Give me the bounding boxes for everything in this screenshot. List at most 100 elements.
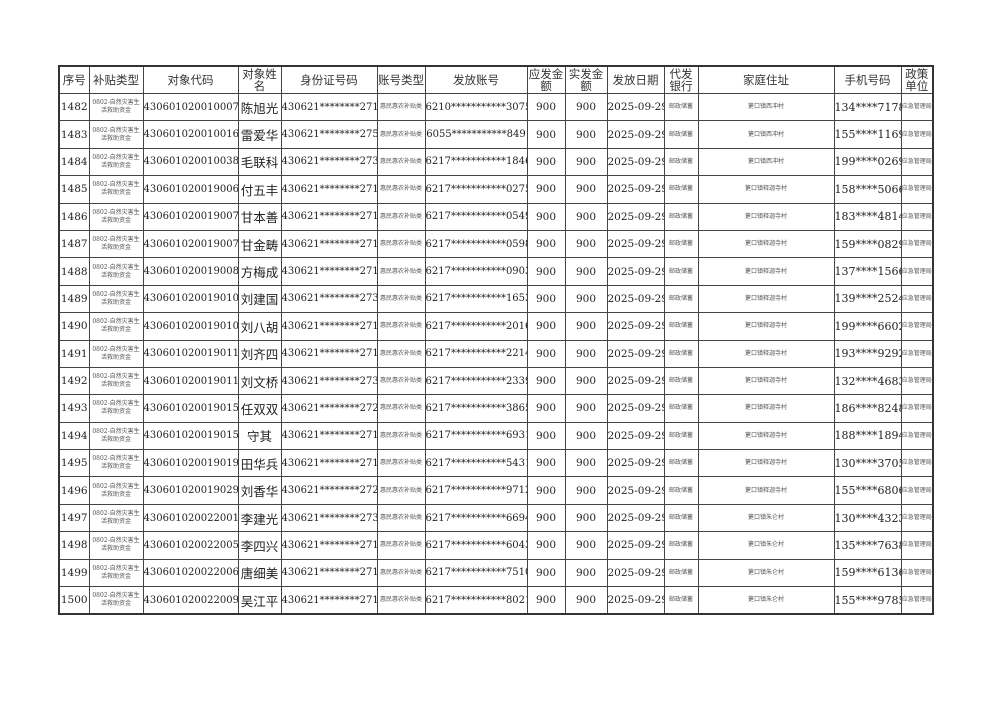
cell-name: 唐细美 xyxy=(237,558,282,588)
cell-issue-date: 2025-09-29 xyxy=(606,120,665,149)
cell-phone: 155****9785 xyxy=(833,586,902,615)
table-row: 14890802-自然灾害生活救助资金430601020019010068刘建国… xyxy=(58,284,934,314)
cell-address: 筻口镇西冲村 xyxy=(697,92,835,122)
cell-address: 筻口镇释迦寺村 xyxy=(697,366,835,396)
cell-policy-unit: 应急管理局 xyxy=(900,312,934,341)
cell-paid-amount: 900 xyxy=(564,421,608,451)
cell-address: 筻口镇释迦寺村 xyxy=(697,257,835,286)
cell-account-type: 惠民惠农补贴类 xyxy=(376,394,426,423)
table-row: 14910802-自然灾害生活救助资金430601020019011073刘齐四… xyxy=(58,339,934,368)
cell-object-code: 430601020019011086 xyxy=(142,366,239,396)
cell-phone: 155****6806 xyxy=(833,476,902,505)
cell-account-number: 6217***********2214 xyxy=(424,339,528,368)
cell-object-code: 430601020019008041 xyxy=(142,257,239,286)
cell-seq: 1486 xyxy=(58,202,90,231)
cell-id-number: 430621********2710 xyxy=(280,312,378,341)
cell-phone: 159****6136 xyxy=(833,558,902,588)
cell-id-number: 430621********2731 xyxy=(280,503,378,533)
cell-id-number: 430621********2719 xyxy=(280,202,378,231)
cell-object-code: 430601020010038003 xyxy=(142,147,239,177)
cell-bank: 邮政储蓄 xyxy=(663,175,699,204)
table-row: 14960802-自然灾害生活救助资金430601020019029019刘香华… xyxy=(58,476,934,505)
cell-address: 筻口镇释迦寺村 xyxy=(697,394,835,423)
cell-id-number: 430621********2713 xyxy=(280,339,378,368)
header-object-code: 对象代码 xyxy=(142,65,239,94)
cell-account-type: 惠民惠农补贴类 xyxy=(376,531,426,560)
cell-account-type: 惠民惠农补贴类 xyxy=(376,229,426,259)
cell-account-type: 惠民惠农补贴类 xyxy=(376,558,426,588)
cell-name: 刘建国 xyxy=(237,284,282,314)
cell-paid-amount: 900 xyxy=(564,120,608,149)
cell-id-number: 430621********2733 xyxy=(280,366,378,396)
cell-issue-date: 2025-09-29 xyxy=(606,147,665,177)
cell-account-type: 惠民惠农补贴类 xyxy=(376,92,426,122)
cell-name: 付五丰 xyxy=(237,175,282,204)
cell-due-amount: 900 xyxy=(526,284,566,314)
cell-address: 筻口镇释迦寺村 xyxy=(697,175,835,204)
table-row: 14830802-自然灾害生活救助资金430601020010016022雷爱华… xyxy=(58,120,934,149)
cell-seq: 1496 xyxy=(58,476,90,505)
cell-policy-unit: 应急管理局 xyxy=(900,229,934,259)
cell-policy-unit: 应急管理局 xyxy=(900,503,934,533)
cell-paid-amount: 900 xyxy=(564,449,608,478)
cell-bank: 邮政储蓄 xyxy=(663,366,699,396)
cell-id-number: 430621********2718 xyxy=(280,558,378,588)
table-row: 14900802-自然灾害生活救助资金430601020019010106刘八胡… xyxy=(58,312,934,341)
cell-phone: 193****9292 xyxy=(833,339,902,368)
cell-due-amount: 900 xyxy=(526,503,566,533)
cell-phone: 137****1566 xyxy=(833,257,902,286)
cell-issue-date: 2025-09-29 xyxy=(606,175,665,204)
cell-bank: 邮政储蓄 xyxy=(663,394,699,423)
header-issue-date: 发放日期 xyxy=(606,65,665,94)
cell-name: 李建光 xyxy=(237,503,282,533)
header-policy-unit: 政策单位 xyxy=(900,65,934,94)
cell-subsidy-type: 0802-自然灾害生活救助资金 xyxy=(88,339,144,368)
cell-policy-unit: 应急管理局 xyxy=(900,92,934,122)
cell-address: 筻口镇西冲村 xyxy=(697,120,835,149)
cell-object-code: 430601020022006025 xyxy=(142,558,239,588)
cell-account-number: 6217***********6694 xyxy=(424,503,528,533)
cell-account-type: 惠民惠农补贴类 xyxy=(376,366,426,396)
header-account-type: 账号类型 xyxy=(376,65,426,94)
cell-paid-amount: 900 xyxy=(564,394,608,423)
cell-id-number: 430621********2716 xyxy=(280,449,378,478)
header-name: 对象姓名 xyxy=(237,65,282,94)
cell-paid-amount: 900 xyxy=(564,147,608,177)
subsidy-table: 序号 补贴类型 对象代码 对象姓名 身份证号码 账号类型 发放账号 应发金额 实发金额 发放日期代… xyxy=(58,65,934,616)
cell-due-amount: 900 xyxy=(526,586,566,615)
cell-subsidy-type: 0802-自然灾害生活救助资金 xyxy=(88,202,144,231)
cell-paid-amount: 900 xyxy=(564,312,608,341)
cell-issue-date: 2025-09-29 xyxy=(606,394,665,423)
cell-subsidy-type: 0802-自然灾害生活救助资金 xyxy=(88,120,144,149)
cell-subsidy-type: 0802-自然灾害生活救助资金 xyxy=(88,476,144,505)
header-seq: 序号 xyxy=(58,65,90,94)
cell-object-code: 430601020019029019 xyxy=(142,476,239,505)
cell-id-number: 430621********2718 xyxy=(280,421,378,451)
cell-due-amount: 900 xyxy=(526,339,566,368)
cell-account-number: 6217***********0903 xyxy=(424,257,528,286)
cell-paid-amount: 900 xyxy=(564,476,608,505)
cell-policy-unit: 应急管理局 xyxy=(900,449,934,478)
cell-policy-unit: 应急管理局 xyxy=(900,339,934,368)
cell-phone: 183****4814 xyxy=(833,202,902,231)
cell-object-code: 430601020019010068 xyxy=(142,284,239,314)
cell-subsidy-type: 0802-自然灾害生活救助资金 xyxy=(88,229,144,259)
cell-address: 筻口镇释迦寺村 xyxy=(697,202,835,231)
cell-due-amount: 900 xyxy=(526,531,566,560)
cell-object-code: 430601020010016022 xyxy=(142,120,239,149)
header-phone: 手机号码 xyxy=(833,65,902,94)
cell-account-type: 惠民惠农补贴类 xyxy=(376,120,426,149)
cell-policy-unit: 应急管理局 xyxy=(900,421,934,451)
cell-account-number: 6055***********849 xyxy=(424,120,528,149)
cell-account-number: 6217***********0598 xyxy=(424,229,528,259)
cell-seq: 1495 xyxy=(58,449,90,478)
cell-address: 筻口镇释迦寺村 xyxy=(697,229,835,259)
cell-account-number: 6217***********3865 xyxy=(424,394,528,423)
header-id-number: 身份证号码 xyxy=(280,65,378,94)
cell-account-type: 惠民惠农补贴类 xyxy=(376,586,426,615)
cell-bank: 邮政储蓄 xyxy=(663,421,699,451)
header-bank: 代发银行 xyxy=(663,65,699,94)
cell-id-number: 430621********2736 xyxy=(280,284,378,314)
cell-issue-date: 2025-09-29 xyxy=(606,503,665,533)
cell-name: 甘金畴 xyxy=(237,229,282,259)
